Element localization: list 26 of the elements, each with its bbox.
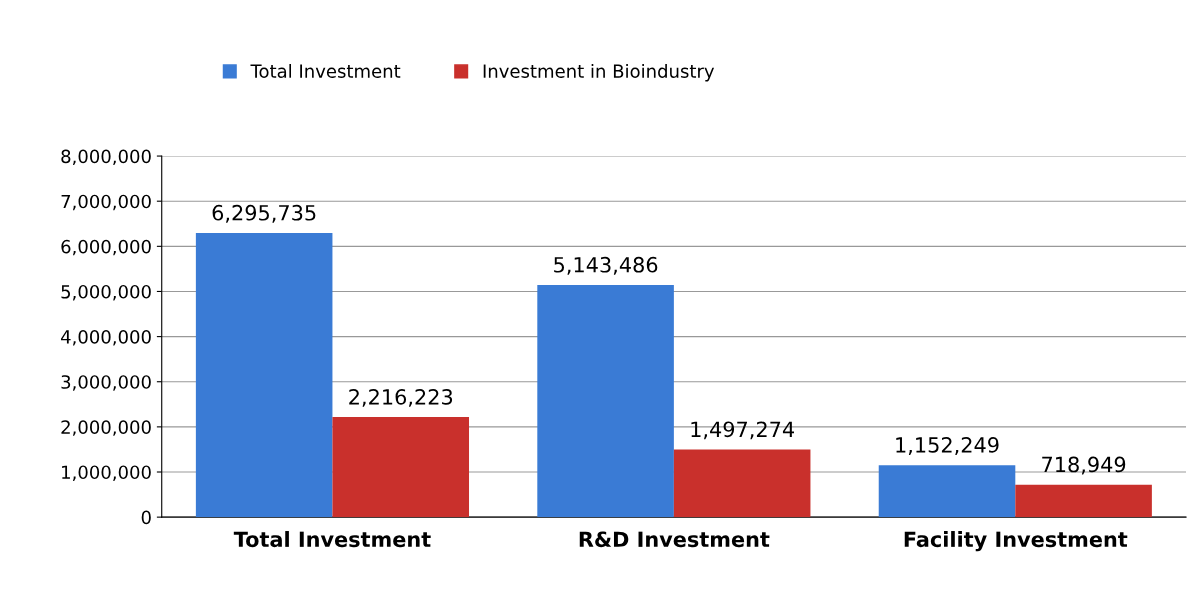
data-label: 2,216,223 [349,388,453,407]
data-label: 5,143,486 [554,256,658,275]
y-tick-label: 6,000,000 [61,239,151,256]
legend-label: Investment in Bioindustry [483,63,715,82]
y-tick-label: 0 [141,510,151,525]
data-label: 6,295,735 [212,204,316,223]
y-tick-label: 5,000,000 [61,284,151,301]
bar [332,417,470,518]
data-label: 718,949 [1042,456,1126,475]
legend-label: Total Investment [250,63,401,78]
bar [673,449,811,518]
y-tick-label: 3,000,000 [61,375,151,391]
bar [195,232,333,518]
x-tick-label: Facility Investment [904,531,1128,552]
bar [537,284,674,518]
y-tick-label: 1,000,000 [62,465,151,481]
bar [878,465,1016,518]
y-tick-label: 4,000,000 [61,330,151,346]
y-tick-label: 8,000,000 [61,149,151,166]
data-label: 1,152,249 [896,437,999,455]
bar [1015,484,1152,518]
y-tick-label: 7,000,000 [61,194,151,211]
x-tick-label: Total Investment [233,531,431,548]
x-tick-label: R&D Investment [579,531,770,548]
y-tick-label: 2,000,000 [61,420,151,436]
data-label: 1,497,274 [691,421,795,440]
